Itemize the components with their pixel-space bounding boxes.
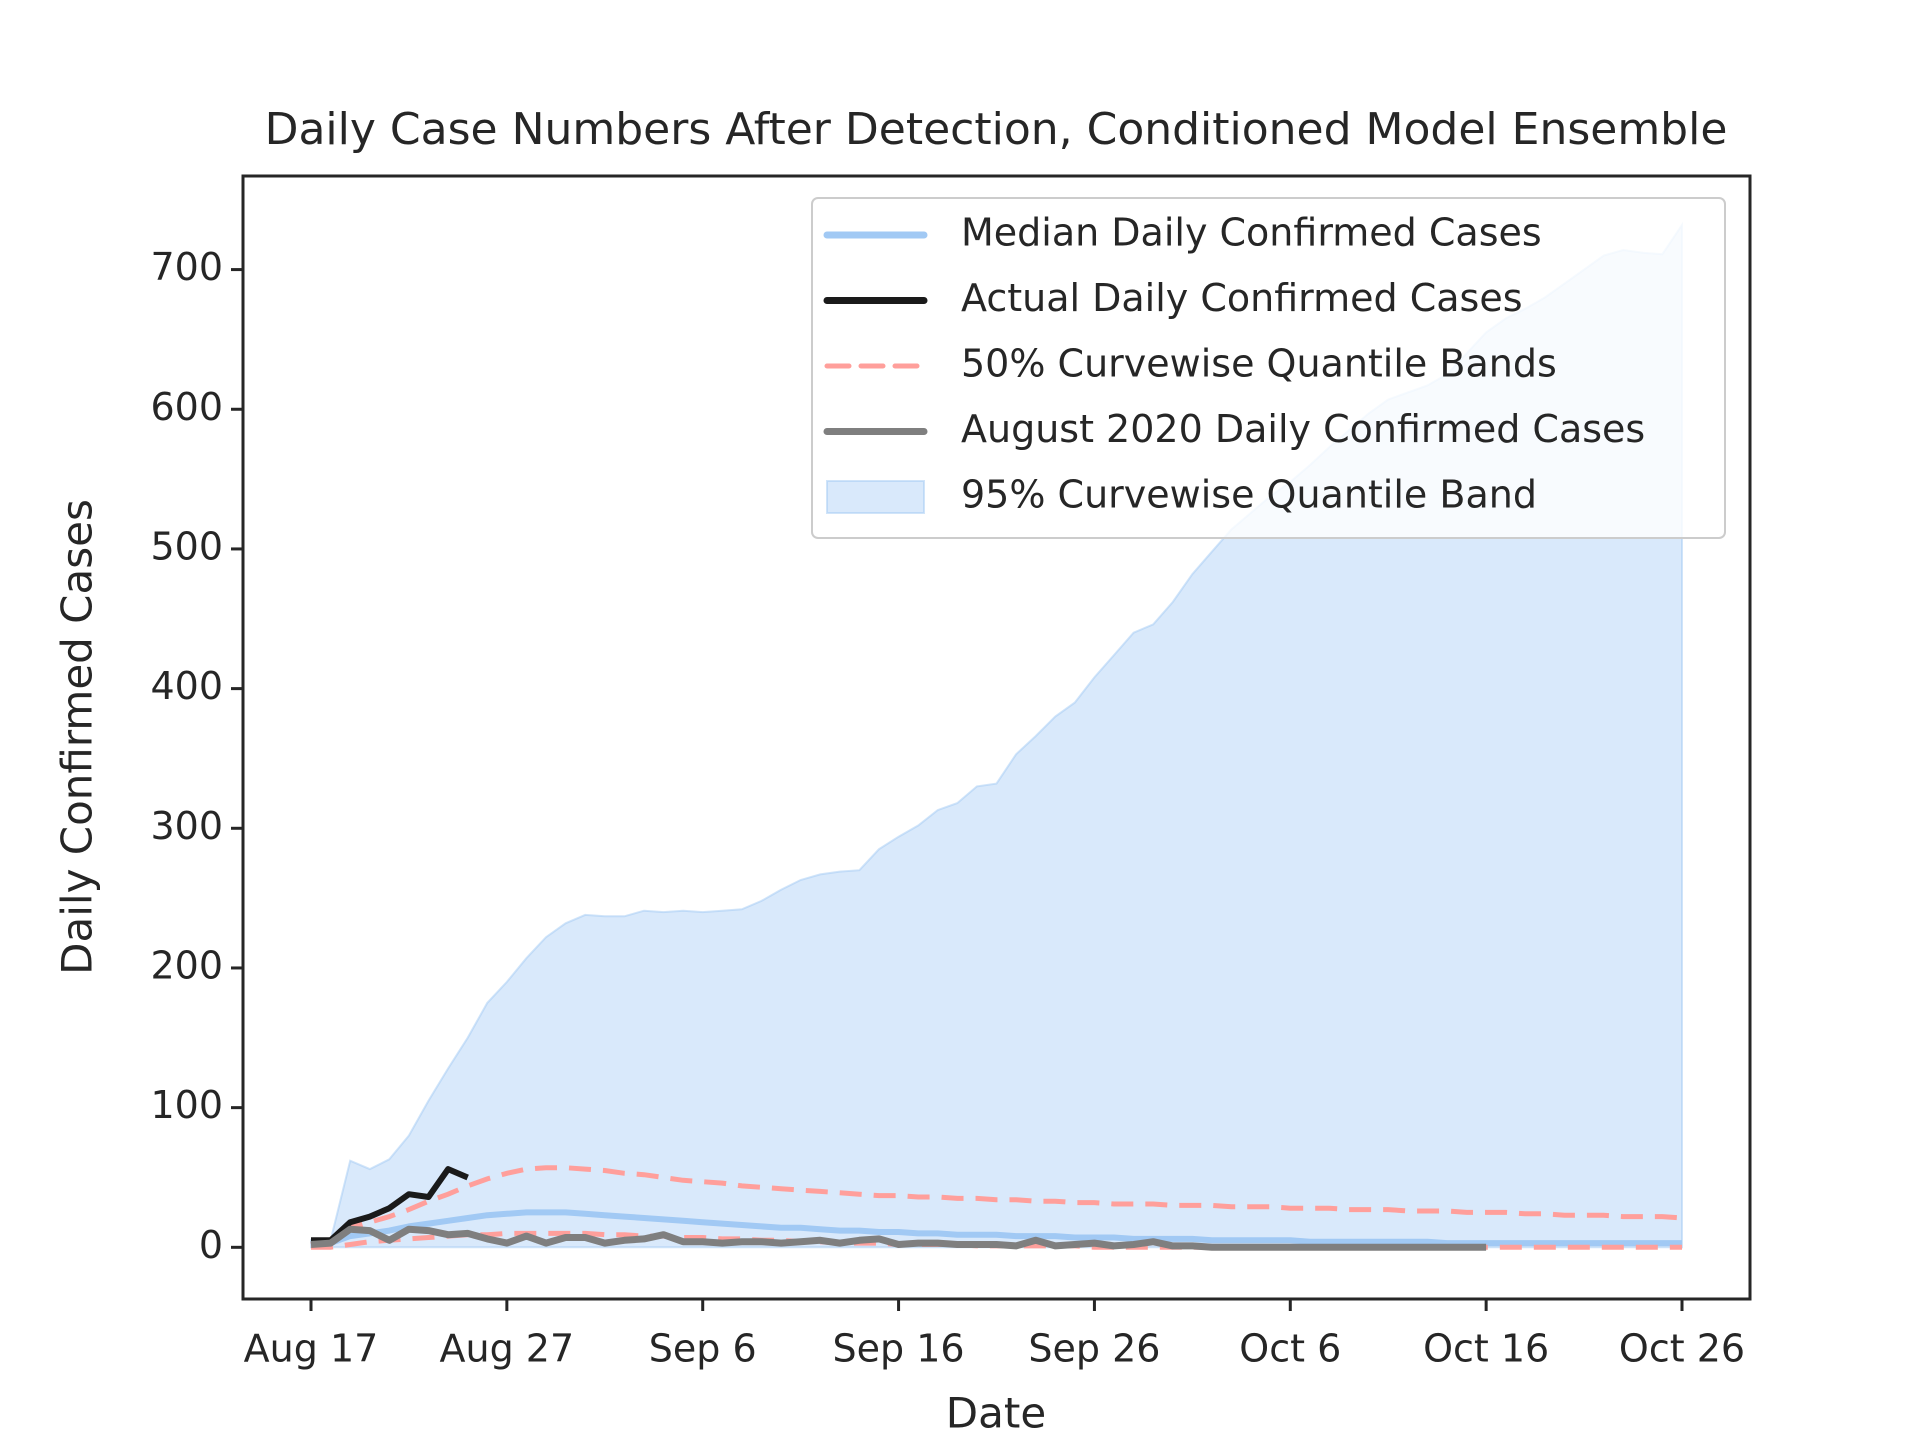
y-tick-label: 400 — [150, 664, 223, 708]
y-tick-label: 500 — [150, 524, 223, 568]
legend-swatch — [826, 480, 925, 514]
y-tick-label: 0 — [199, 1223, 223, 1267]
band-line — [310, 1165, 1683, 1247]
y-tick-label: 200 — [150, 943, 223, 987]
y-tick-label: 600 — [150, 385, 223, 429]
y-tick-label: 700 — [150, 245, 223, 289]
legend-label: Actual Daily Confirmed Cases — [961, 276, 1523, 320]
x-tick-label: Sep 26 — [1028, 1327, 1160, 1371]
chart-title: Daily Case Numbers After Detection, Cond… — [265, 104, 1728, 155]
x-axis-label: Date — [946, 1389, 1046, 1438]
legend-label: 50% Curvewise Quantile Bands — [961, 342, 1557, 386]
x-tick-label: Sep 6 — [649, 1327, 757, 1371]
axes-frame — [241, 174, 1752, 1301]
legend-label: 95% Curvewise Quantile Band — [961, 473, 1537, 517]
x-tick-label: Aug 17 — [244, 1327, 379, 1371]
x-tick-label: Oct 26 — [1619, 1327, 1745, 1371]
legend: Median Daily Confirmed Cases Actual Daily… — [811, 197, 1726, 539]
x-tick-label: Oct 16 — [1423, 1327, 1549, 1371]
y-tick-label: 100 — [150, 1083, 223, 1127]
legend-box — [811, 197, 1726, 539]
y-tick-label: 300 — [150, 804, 223, 848]
legend-label: August 2020 Daily Confirmed Cases — [961, 407, 1645, 451]
x-tick-label: Sep 16 — [833, 1327, 965, 1371]
y-axis-label: Daily Confirmed Cases — [53, 499, 102, 975]
x-tick-label: Oct 6 — [1239, 1327, 1341, 1371]
legend-label: Median Daily Confirmed Cases — [961, 211, 1542, 255]
x-tick-label: Aug 27 — [440, 1327, 575, 1371]
series-line — [310, 1209, 1682, 1248]
series-line — [310, 1225, 1487, 1251]
